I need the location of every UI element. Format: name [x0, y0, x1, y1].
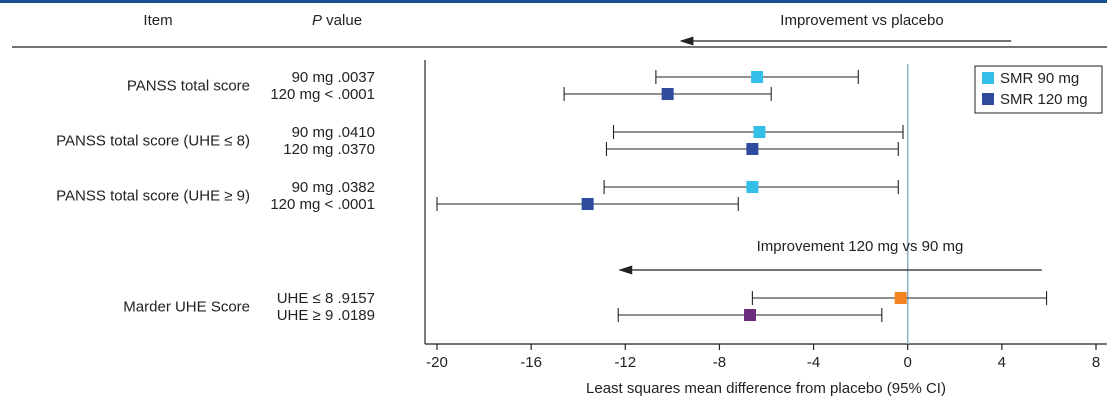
p-value-label: 120 mg .0370 [283, 141, 375, 158]
p-value-header-rest: value [322, 12, 362, 29]
p-value-label: 120 mg < .0001 [270, 86, 375, 103]
x-tick-label: -4 [807, 354, 820, 371]
point-estimate [753, 126, 766, 138]
x-tick-label: -20 [426, 354, 448, 371]
point-estimate [746, 143, 759, 155]
legend: SMR 90 mg SMR 120 mg [974, 65, 1103, 114]
legend-box [974, 65, 1103, 114]
annotation-arrow-head [618, 265, 633, 275]
point-estimate [894, 292, 907, 304]
x-axis-ticks: -20 -16 -12 -8 -4 0 4 8 [426, 344, 1100, 371]
annotation-label: Improvement 120 mg vs 90 mg [757, 238, 964, 255]
legend-label: SMR 120 mg [1000, 91, 1088, 108]
item-header: Item [143, 12, 172, 29]
annotations: Improvement vs placebo Improvement 120 mg… [618, 12, 1042, 275]
p-value-header: P value [312, 12, 362, 29]
group-label: Marder UHE Score [123, 299, 250, 316]
p-value-label: 90 mg .0037 [292, 69, 375, 86]
point-estimate [661, 88, 674, 100]
annotation-arrow-head [679, 36, 694, 46]
x-tick-label: -8 [713, 354, 726, 371]
legend-label: SMR 90 mg [1000, 70, 1079, 87]
x-tick-label: 0 [904, 354, 912, 371]
p-value-label: 90 mg .0382 [292, 179, 375, 196]
point-estimate [744, 309, 757, 321]
legend-swatch [982, 72, 994, 84]
x-tick-label: -12 [614, 354, 636, 371]
annotation-label: Improvement vs placebo [780, 12, 943, 29]
p-value-label: 90 mg .0410 [292, 124, 375, 141]
x-axis-label: Least squares mean difference from place… [586, 380, 946, 397]
x-tick-label: -16 [520, 354, 542, 371]
point-estimate [581, 198, 594, 210]
group-label: PANSS total score (UHE ≤ 8) [56, 133, 250, 150]
x-tick-label: 4 [998, 354, 1006, 371]
p-value-label: UHE ≥ 9 .0189 [277, 307, 375, 324]
legend-swatch [982, 93, 994, 105]
group-label: PANSS total score [127, 78, 250, 95]
group-label: PANSS total score (UHE ≥ 9) [56, 188, 250, 205]
p-value-label: UHE ≤ 8 .9157 [277, 290, 375, 307]
p-value-header-italic: P [312, 12, 322, 29]
top-rule [0, 0, 1107, 3]
x-tick-label: 8 [1092, 354, 1100, 371]
point-estimate [751, 71, 764, 83]
point-estimate [746, 181, 759, 193]
p-value-label: 120 mg < .0001 [270, 196, 375, 213]
